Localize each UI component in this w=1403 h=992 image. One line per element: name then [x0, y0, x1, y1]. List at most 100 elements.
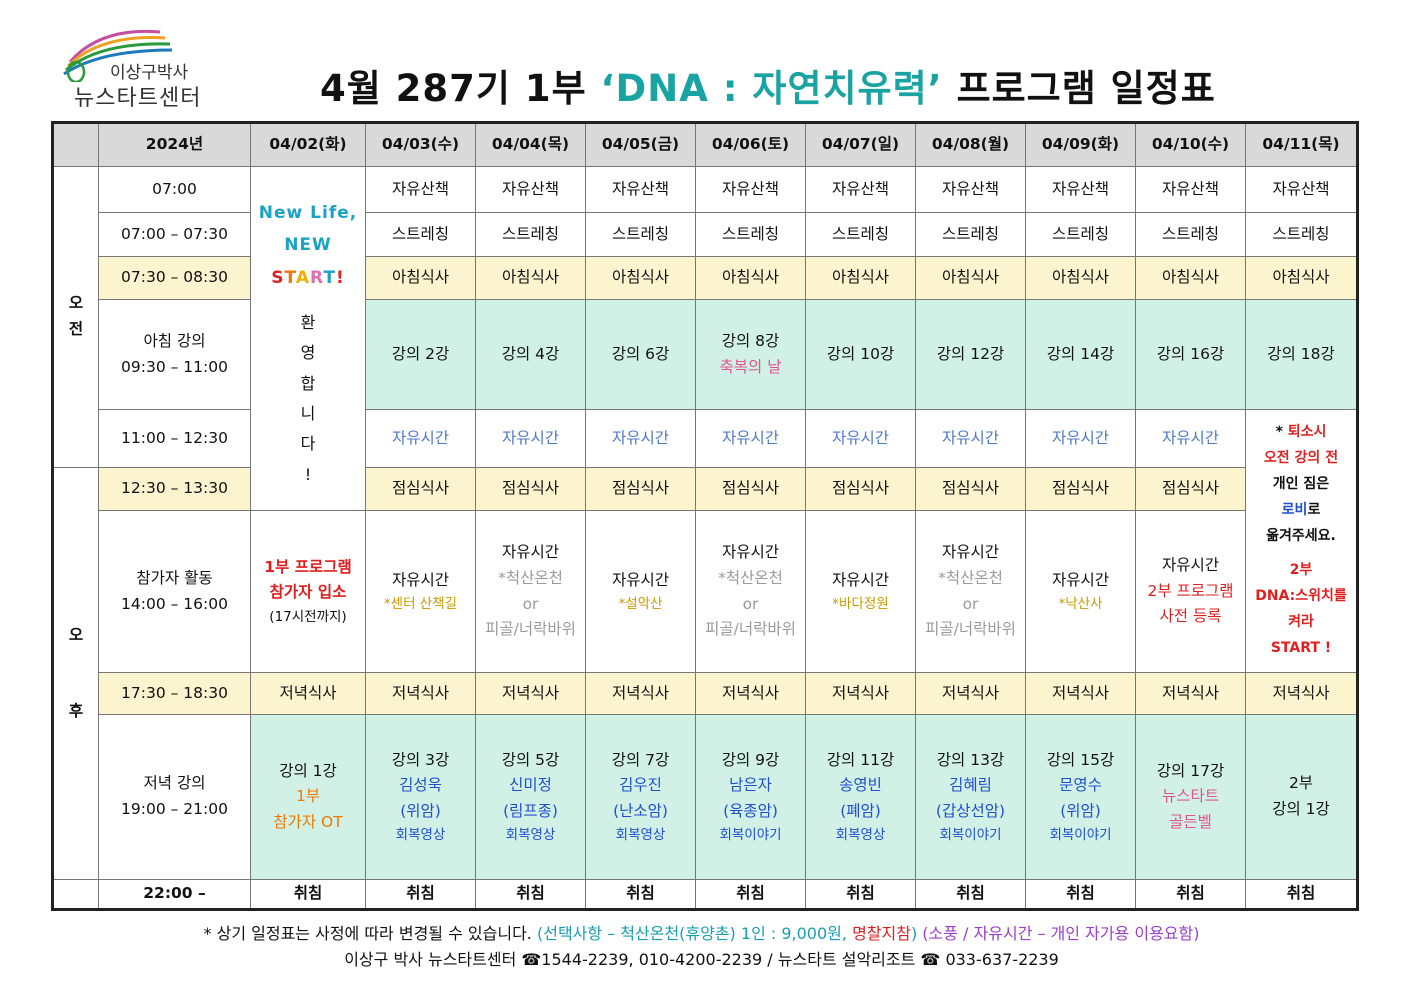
row-1100-1230: 11:00 – 12:30 자유시간 자유시간 자유시간 자유시간 자유시간 자… — [53, 409, 1358, 673]
free-time-cell: 자유시간 — [475, 409, 586, 468]
time-cell: 07:00 – 07:30 — [98, 212, 251, 257]
activity-note: 피골/너락바위 — [925, 620, 1016, 639]
entry-line1: 1부 프로그램 — [264, 557, 352, 576]
lecture-line: 1부 — [295, 787, 321, 806]
time-cell: 11:00 – 12:30 — [98, 409, 251, 468]
row-breakfast: 07:30 – 08:30 아침식사 아침식사 아침식사 아침식사 아침식사 아… — [53, 256, 1358, 300]
notice-line: 옮겨주세요. — [1266, 528, 1336, 545]
stretch-cell: 스트레칭 — [365, 212, 476, 257]
welcome-char: 니 — [300, 404, 316, 424]
evening-lecture-time: 19:00 – 21:00 — [121, 800, 228, 818]
lecture-cell: 강의 16강 — [1135, 299, 1246, 410]
lecture-line: 강의 1강 — [1272, 800, 1330, 818]
activity-cell: 자유시간 *척산온천 or 피골/너락바위 — [695, 510, 806, 673]
breakfast-cell: 아침식사 — [1135, 256, 1246, 300]
activity-note: *낙산사 — [1058, 596, 1103, 613]
stretch-cell: 스트레칭 — [915, 212, 1026, 257]
activity-note: or — [522, 594, 539, 613]
activity-cell: 자유시간 *센터 산책길 — [365, 510, 476, 673]
lunch-cell: 점심식사 — [475, 467, 586, 511]
walk-cell: 자유산책 — [1135, 166, 1246, 213]
evening-lecture-cell: 강의 9강 남은자 (육종암) 회복이야기 — [695, 714, 806, 880]
lecture-tag: 회복이야기 — [939, 827, 1002, 844]
welcome-char: 환 — [300, 312, 316, 332]
lunch-cell: 점심식사 — [585, 467, 696, 511]
speaker-name: 송영빈 — [839, 776, 882, 795]
activity-note: 피골/너락바위 — [485, 620, 576, 639]
notice-line: 2부 — [1289, 561, 1313, 578]
date-cell: 04/10(수) — [1135, 122, 1246, 167]
lecture-tag: 회복영상 — [505, 827, 556, 844]
free-time-cell: 자유시간 — [915, 409, 1026, 468]
stretch-cell: 스트레칭 — [695, 212, 806, 257]
activity-cell: 자유시간 2부 프로그램 사전 등록 — [1135, 510, 1246, 673]
row-0700-0730: 07:00 – 07:30 스트레칭 스트레칭 스트레칭 스트레칭 스트레칭 스… — [53, 212, 1358, 257]
lunch-cell: 점심식사 — [915, 467, 1026, 511]
row-activity: 참가자 활동 14:00 – 16:00 1부 프로그램 참가자 입소 (17시… — [53, 510, 1358, 673]
date-cell: 04/05(금) — [585, 122, 696, 167]
dinner-cell: 저녁식사 — [915, 672, 1026, 715]
center-logo: 이상구박사 뉴스타트센터 — [60, 22, 260, 112]
day1-welcome-cell: New Life, NEW START! 환 영 합 니 다 ! — [250, 166, 366, 511]
sleep-cell: 취침 — [1025, 879, 1136, 910]
time-cell: 저녁 강의 19:00 – 21:00 — [98, 714, 251, 880]
new-life-text: New Life, — [258, 203, 358, 223]
activity-note: *바다정원 — [832, 596, 889, 613]
schedule-table: 2024년 04/02(화) 04/03(수) 04/04(목) 04/05(금… — [51, 121, 1359, 911]
lecture-cell: 강의 8강 축복의 날 — [695, 299, 806, 410]
activity-note: *척산온천 — [718, 568, 783, 587]
free-time-cell: 자유시간 — [365, 409, 476, 468]
speaker-disease: (육종암) — [723, 801, 778, 820]
activity-note: *설악산 — [618, 596, 663, 613]
lecture-line: 뉴스타트 — [1161, 787, 1220, 806]
activity-cell: 자유시간 *척산온천 or 피골/너락바위 — [475, 510, 586, 673]
time-cell: 07:00 — [98, 166, 251, 213]
lunch-cell: 점심식사 — [695, 467, 806, 511]
blank-cell — [52, 879, 99, 910]
footer-contact: 이상구 박사 뉴스타트센터 ☎1544-2239, 010-4200-2239 … — [344, 950, 1059, 969]
dinner-cell: 저녁식사 — [1245, 672, 1358, 715]
lecture-title: 강의 15강 — [1046, 750, 1115, 769]
notice-line: 오전 강의 전 — [1263, 450, 1339, 467]
am-char1: 오 — [68, 294, 84, 313]
dinner-cell: 저녁식사 — [585, 672, 696, 715]
free-time-cell: 자유시간 — [1025, 409, 1136, 468]
sleep-cell: 취침 — [805, 879, 916, 910]
activity-note: 2부 프로그램 — [1147, 581, 1234, 600]
day1-entry-cell: 1부 프로그램 참가자 입소 (17시전까지) — [250, 510, 366, 673]
activity-title: 자유시간 — [1051, 570, 1110, 589]
activity-cell: 자유시간 *낙산사 — [1025, 510, 1136, 673]
evening-lecture-cell: 강의 3강 김성욱 (위암) 회복영상 — [365, 714, 476, 880]
lecture-title: 강의 3강 — [391, 750, 450, 769]
lecture-title: 강의 1강 — [279, 761, 337, 780]
free-time-cell: 자유시간 — [805, 409, 916, 468]
evening-lecture-cell: 강의 11강 송영빈 (폐암) 회복영상 — [805, 714, 916, 880]
activity-note: 사전 등록 — [1159, 607, 1222, 626]
time-cell: 12:30 – 13:30 — [98, 467, 251, 511]
sleep-cell: 취침 — [1245, 879, 1358, 910]
notice-line: 켜라 — [1288, 613, 1314, 630]
breakfast-cell: 아침식사 — [475, 256, 586, 300]
dinner-cell: 저녁식사 — [1025, 672, 1136, 715]
pm-label: 오 후 — [52, 467, 99, 880]
lunch-cell: 점심식사 — [1135, 467, 1246, 511]
lecture-title: 강의 7강 — [611, 750, 670, 769]
date-cell: 04/11(목) — [1245, 122, 1358, 167]
lecture-title: 강의 13강 — [936, 750, 1005, 769]
date-cell: 04/07(일) — [805, 122, 916, 167]
walk-cell: 자유산책 — [365, 166, 476, 213]
stretch-cell: 스트레칭 — [475, 212, 586, 257]
row-evening-lecture: 저녁 강의 19:00 – 21:00 강의 1강 1부 참가자 OT 강의 3… — [53, 714, 1358, 880]
stretch-cell: 스트레칭 — [1025, 212, 1136, 257]
activity-title: 자유시간 — [721, 543, 780, 562]
lunch-cell: 점심식사 — [1025, 467, 1136, 511]
activity-title: 자유시간 — [611, 570, 670, 589]
speaker-disease: (위암) — [400, 801, 441, 820]
walk-cell: 자유산책 — [585, 166, 696, 213]
speaker-name: 김우진 — [619, 776, 662, 795]
activity-cell: 자유시간 *척산온천 or 피골/너락바위 — [915, 510, 1026, 673]
evening-lecture-cell: 2부 강의 1강 — [1245, 714, 1358, 880]
speaker-disease: (난소암) — [613, 801, 668, 820]
morning-lecture-time: 09:30 – 11:00 — [121, 357, 228, 376]
evening-lecture-cell: 강의 15강 문영수 (위암) 회복이야기 — [1025, 714, 1136, 880]
